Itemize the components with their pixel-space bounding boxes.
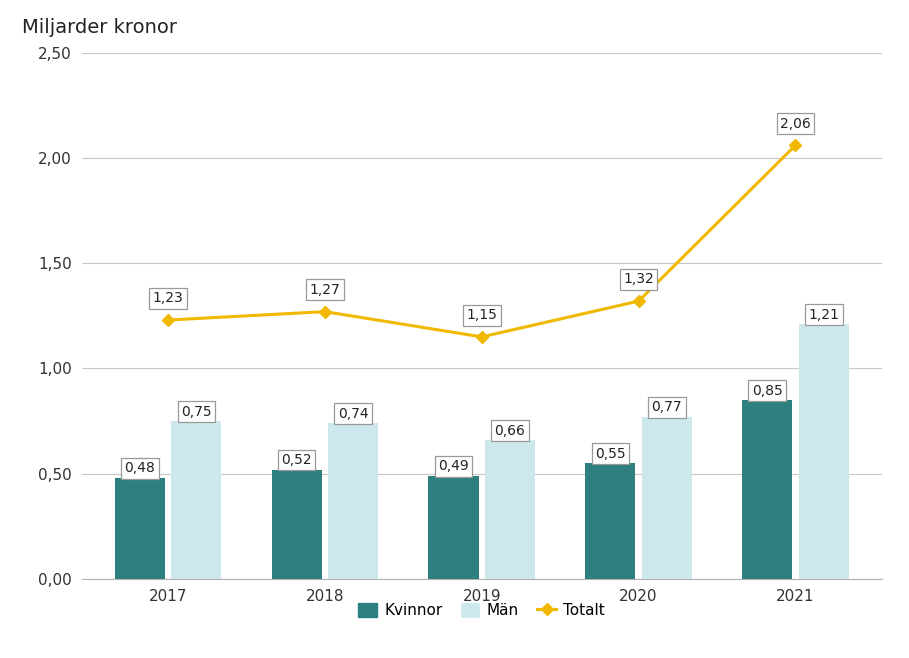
Bar: [642, 417, 692, 579]
Bar: [428, 476, 479, 579]
Bar: [171, 421, 222, 579]
Text: 1,32: 1,32: [624, 272, 654, 286]
Text: 0,77: 0,77: [652, 400, 682, 415]
Text: 1,23: 1,23: [153, 291, 184, 305]
Text: 0,74: 0,74: [338, 407, 368, 420]
Bar: [115, 478, 165, 579]
Text: 0,48: 0,48: [125, 461, 155, 476]
Bar: [484, 440, 535, 579]
Text: 2,06: 2,06: [780, 116, 811, 130]
Text: 0,49: 0,49: [438, 459, 469, 473]
Text: 0,66: 0,66: [494, 424, 525, 438]
Bar: [328, 423, 378, 579]
Bar: [272, 470, 322, 579]
Bar: [742, 400, 793, 579]
Text: 0,75: 0,75: [181, 405, 212, 418]
Text: 0,85: 0,85: [752, 384, 783, 397]
Text: 1,15: 1,15: [466, 308, 497, 322]
Bar: [799, 324, 849, 579]
Text: 1,21: 1,21: [808, 308, 839, 322]
Text: Miljarder kronor: Miljarder kronor: [22, 18, 177, 37]
Text: 0,52: 0,52: [282, 453, 312, 467]
Text: 1,27: 1,27: [310, 283, 340, 297]
Bar: [585, 463, 635, 579]
Text: 0,55: 0,55: [595, 447, 625, 461]
Legend: Kvinnor, Män, Totalt: Kvinnor, Män, Totalt: [353, 597, 611, 624]
